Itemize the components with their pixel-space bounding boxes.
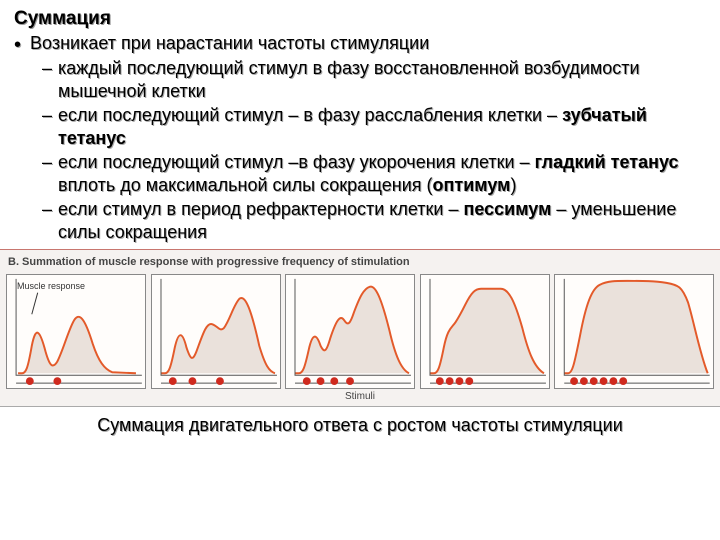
- main-bullet: Возникает при нарастании частоты стимуля…: [14, 32, 706, 55]
- page-title: Суммация: [14, 8, 706, 30]
- chart-panel: [420, 274, 550, 389]
- sub-bullet: если последующий стимул –в фазу укорочен…: [14, 151, 706, 196]
- chart-panel: [285, 274, 415, 389]
- chart-section: B. Summation of muscle response with pro…: [0, 249, 720, 407]
- chart-panel: Muscle response: [6, 274, 146, 389]
- sub-bullet: если последующий стимул – в фазу расслаб…: [14, 104, 706, 149]
- sub-bullet: если стимул в период рефрактерности клет…: [14, 198, 706, 243]
- chart-header: B. Summation of muscle response with pro…: [0, 254, 720, 270]
- stimuli-label: Stimuli: [0, 391, 720, 404]
- caption: Суммация двигательного ответа с ростом ч…: [0, 407, 720, 444]
- sub-bullet: каждый последующий стимул в фазу восстан…: [14, 57, 706, 102]
- chart-panel: [554, 274, 714, 389]
- muscle-response-label: Muscle response: [17, 281, 85, 291]
- chart-panel: [151, 274, 281, 389]
- charts-row: Muscle response: [0, 270, 720, 393]
